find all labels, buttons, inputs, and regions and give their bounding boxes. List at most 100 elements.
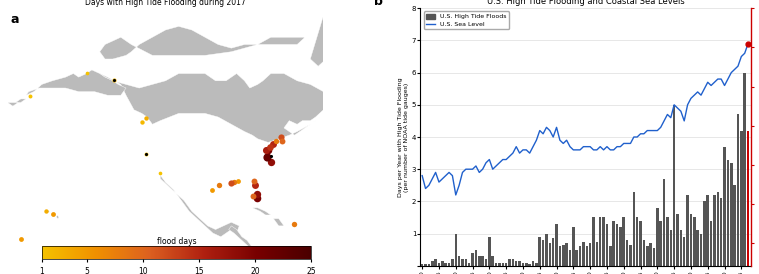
- Polygon shape: [273, 219, 284, 226]
- Bar: [653, 248, 655, 266]
- Title: flood days: flood days: [156, 237, 197, 246]
- Point: [262, 148, 274, 152]
- Bar: [515, 261, 518, 266]
- Bar: [747, 131, 749, 266]
- Bar: [438, 262, 440, 266]
- Title: U.S. High Tide Flooding and Coastal Sea Levels: U.S. High Tide Flooding and Coastal Sea …: [487, 0, 685, 6]
- Legend: U.S. High Tide Floods, U.S. Sea Level: U.S. High Tide Floods, U.S. Sea Level: [424, 11, 509, 29]
- Bar: [545, 233, 548, 266]
- Bar: [512, 259, 514, 266]
- Bar: [421, 264, 424, 266]
- Point: [225, 181, 237, 185]
- Point: [251, 195, 263, 200]
- Bar: [743, 73, 746, 266]
- Bar: [535, 262, 537, 266]
- Bar: [669, 230, 672, 266]
- Bar: [730, 163, 732, 266]
- Bar: [525, 262, 528, 266]
- Bar: [650, 243, 652, 266]
- Bar: [723, 147, 726, 266]
- Bar: [498, 262, 501, 266]
- Bar: [676, 214, 679, 266]
- Bar: [468, 262, 471, 266]
- Bar: [579, 247, 581, 266]
- Bar: [502, 262, 504, 266]
- Point: [24, 93, 36, 98]
- Point: [247, 194, 259, 199]
- Polygon shape: [56, 215, 59, 219]
- Bar: [509, 259, 511, 266]
- Bar: [663, 179, 666, 266]
- Bar: [666, 218, 669, 266]
- Bar: [562, 245, 565, 266]
- Bar: [703, 201, 706, 266]
- Bar: [589, 243, 591, 266]
- Bar: [465, 259, 467, 266]
- Polygon shape: [228, 226, 263, 259]
- Point: [109, 78, 121, 82]
- Point: [265, 154, 277, 158]
- Bar: [629, 245, 631, 266]
- Bar: [599, 218, 601, 266]
- Polygon shape: [160, 175, 239, 237]
- Bar: [619, 227, 622, 266]
- Bar: [518, 261, 521, 266]
- Point: [263, 145, 276, 149]
- Bar: [697, 230, 699, 266]
- Bar: [679, 230, 682, 266]
- Bar: [740, 131, 742, 266]
- Bar: [556, 224, 558, 266]
- Point: [270, 139, 282, 144]
- Bar: [471, 253, 474, 266]
- Bar: [596, 242, 598, 266]
- Bar: [683, 237, 685, 266]
- Point: [288, 222, 301, 226]
- Point: [109, 78, 121, 82]
- Bar: [643, 240, 645, 266]
- Bar: [424, 264, 427, 266]
- Title: Days with High Tide Flooding during 2017: Days with High Tide Flooding during 2017: [85, 0, 246, 7]
- Polygon shape: [47, 211, 49, 212]
- Bar: [606, 224, 608, 266]
- Bar: [431, 261, 433, 266]
- Point: [251, 192, 263, 196]
- Bar: [707, 195, 709, 266]
- Polygon shape: [26, 70, 126, 95]
- Bar: [474, 250, 477, 266]
- Bar: [733, 185, 736, 266]
- Bar: [603, 218, 605, 266]
- Bar: [559, 247, 561, 266]
- Bar: [737, 115, 739, 266]
- Polygon shape: [99, 26, 310, 59]
- Bar: [710, 221, 713, 266]
- Bar: [488, 237, 490, 266]
- Point: [231, 179, 244, 183]
- Point: [136, 120, 148, 125]
- Bar: [726, 159, 729, 266]
- Bar: [455, 233, 457, 266]
- Bar: [582, 242, 584, 266]
- Bar: [592, 218, 595, 266]
- Bar: [538, 237, 541, 266]
- Bar: [478, 256, 480, 266]
- Point: [206, 188, 218, 193]
- Bar: [622, 218, 625, 266]
- Bar: [585, 247, 588, 266]
- Point: [140, 152, 152, 156]
- Bar: [532, 261, 534, 266]
- Point: [267, 141, 279, 146]
- Bar: [521, 262, 524, 266]
- Point: [39, 209, 52, 213]
- Bar: [639, 221, 642, 266]
- Point: [261, 155, 273, 159]
- Bar: [485, 259, 487, 266]
- Point: [213, 183, 225, 187]
- Polygon shape: [52, 213, 55, 215]
- Bar: [492, 256, 494, 266]
- Point: [276, 138, 288, 143]
- Bar: [713, 195, 716, 266]
- Bar: [716, 192, 719, 266]
- Bar: [613, 221, 615, 266]
- Bar: [636, 218, 638, 266]
- Text: b: b: [374, 0, 383, 8]
